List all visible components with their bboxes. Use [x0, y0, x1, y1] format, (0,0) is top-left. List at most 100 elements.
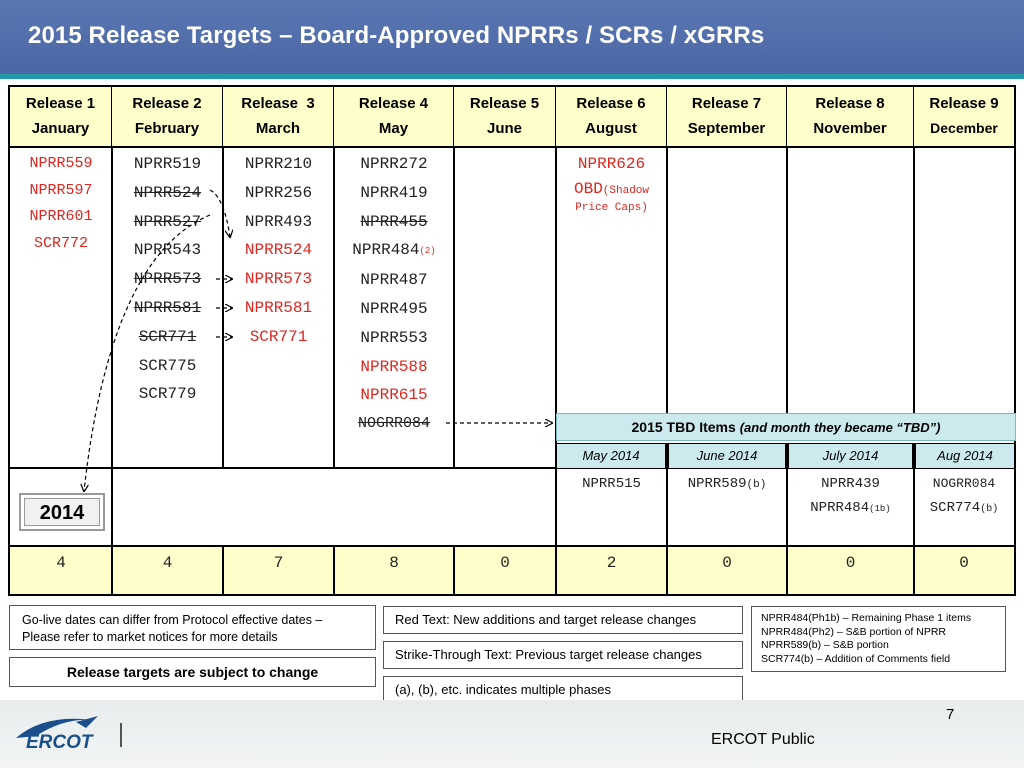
item-id: NOGRR084: [932, 476, 996, 491]
tbd-month-may: May 2014: [556, 443, 666, 469]
strike-text-legend: Strike-Through Text: Previous target rel…: [383, 641, 743, 669]
item-note: (Shadow: [602, 184, 650, 197]
header-release-5: Release 5 June: [454, 87, 556, 148]
list-item: NPRR527: [133, 212, 202, 231]
item-id: NPRR439: [821, 476, 880, 492]
phase-note: (2): [419, 246, 436, 257]
count-release-4: 8: [389, 554, 399, 572]
column-divider: [666, 443, 668, 594]
list-item: NPRR524: [244, 241, 313, 260]
column-divider: [453, 547, 455, 594]
item-id: NPRR484: [810, 500, 870, 516]
footer: [0, 700, 1024, 768]
phase-note: (b): [746, 479, 767, 491]
column-divider: [333, 148, 335, 468]
header-release-9-label: Release 9: [929, 95, 999, 112]
tbd-month-july: July 2014: [788, 443, 913, 469]
move-arrow-npr527: [84, 214, 211, 491]
release-4-items: NPRR272 NPRR419 NPRR455 NPRR484(2) NPRR4…: [334, 150, 454, 439]
title-bar: 2015 Release Targets – Board-Approved NP…: [0, 0, 1024, 74]
column-divider: [666, 547, 668, 594]
column-divider: [453, 148, 455, 468]
list-item: NPRR581: [244, 298, 313, 317]
list-item: NPRR543: [133, 241, 202, 260]
list-item: NPRR597: [29, 181, 93, 199]
tbd-title: 2015 TBD Items: [631, 419, 740, 435]
header-release-7-label: Release 7: [691, 95, 762, 112]
tbd-june-item: NPRR589(b): [667, 472, 787, 497]
red-text-legend-text: Red Text: New additions and target relea…: [395, 612, 697, 627]
list-item: OBD(Shadow: [556, 179, 667, 200]
tbd-july-item: NPRR439: [787, 472, 914, 496]
logo-divider: [120, 723, 122, 747]
tbd-may-item: NPRR515: [582, 476, 641, 492]
list-item: SCR771: [138, 327, 197, 346]
page-number: 7: [946, 706, 955, 723]
list-item: NPRR493: [244, 212, 313, 231]
phase-note: (1b): [869, 504, 891, 514]
classification-label: ERCOT Public: [711, 731, 815, 748]
release-3-items: NPRR210 NPRR256 NPRR493 NPRR524 NPRR573 …: [223, 150, 334, 352]
column-divider: [333, 547, 335, 594]
footnote-line: NPRR589(b) – S&B portion: [761, 639, 889, 651]
header-release-1-month: January: [31, 120, 90, 137]
tbd-month-june: June 2014: [668, 443, 786, 469]
page-title: 2015 Release Targets – Board-Approved NP…: [28, 22, 765, 49]
count-release-1: 4: [56, 554, 66, 572]
ercot-logo: ERCOT: [16, 716, 98, 752]
header-release-7: Release 7 September: [667, 87, 787, 148]
golive-note-line1: Go-live dates can differ from Protocol e…: [22, 613, 323, 627]
list-item: NPRR559: [29, 155, 93, 172]
phases-legend-text: (a), (b), etc. indicates multiple phases: [395, 682, 612, 697]
list-item: NPRR210: [244, 155, 313, 173]
item-id: NPRR484: [352, 241, 420, 260]
header-release-4-month: May: [378, 120, 409, 137]
count-row: 4 4 7 8 0 2 0 0 0: [10, 545, 1014, 594]
header-release-2: Release 2 February: [112, 87, 223, 148]
header-release-1-label: Release 1: [25, 95, 96, 112]
tbd-month-aug: Aug 2014: [915, 443, 1015, 469]
header-release-5-label: Release 5: [469, 95, 540, 112]
footnote-line: SCR774(b) – Addition of Comments field: [761, 652, 951, 665]
phases-legend: (a), (b), etc. indicates multiple phases: [383, 676, 743, 704]
list-item: NPRR573: [133, 270, 202, 289]
item-id: OBD: [573, 179, 603, 198]
list-item: NPRR519: [133, 155, 202, 173]
title-accent-rule: [0, 74, 1024, 79]
move-arrow-npr524: [209, 189, 230, 237]
header-release-4: Release 4 May: [334, 87, 454, 148]
release-2-items: NPRR519 NPRR524 NPRR527 NPRR543 NPRR573 …: [112, 150, 223, 409]
list-item: NPRR272: [360, 155, 428, 173]
header-release-1: Release 1 January: [10, 87, 112, 148]
header-release-2-label: Release 2: [132, 95, 202, 112]
subject-to-change-text: Release targets are subject to change: [66, 664, 319, 680]
list-item: SCR771: [249, 327, 308, 346]
list-item: NOGRR084: [357, 415, 430, 433]
list-item: NPRR581: [133, 298, 202, 317]
release-6-items: NPRR626 OBD(Shadow Price Caps): [556, 150, 667, 217]
count-release-3: 7: [273, 554, 284, 572]
column-divider: [913, 148, 915, 413]
tbd-aug-item: SCR774(b): [914, 496, 1014, 522]
arrows-overlay: [10, 189, 1014, 594]
column-divider: [786, 443, 788, 594]
count-release-8: 0: [845, 554, 856, 572]
subject-to-change-note: Release targets are subject to change: [9, 657, 376, 687]
ercot-logo-text: ERCOT: [26, 732, 94, 752]
column-divider: [555, 547, 557, 594]
header-release-7-month: September: [687, 120, 766, 137]
column-divider: [786, 547, 788, 594]
list-item: NPRR573: [244, 270, 313, 289]
release-table: Release 1 January Release 2 February Relea…: [8, 85, 1016, 596]
item-note-cont: Price Caps): [575, 201, 648, 214]
count-release-5: 0: [500, 554, 510, 572]
tbd-aug-item: NOGRR084: [914, 472, 1014, 496]
row-divider: [10, 467, 556, 469]
count-release-6: 2: [606, 554, 617, 572]
header-release-6-month: August: [585, 120, 637, 137]
list-item: NPRR256: [244, 183, 313, 202]
list-item: NPRR588: [360, 357, 428, 376]
header-release-3: Release 3 March: [223, 87, 334, 148]
header-release-9-month: December: [930, 120, 998, 136]
